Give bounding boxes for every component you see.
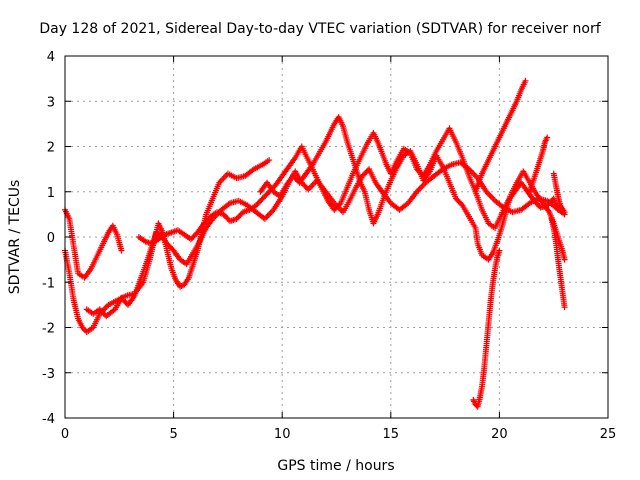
sdtvar-chart: Day 128 of 2021, Sidereal Day-to-day VTE… — [0, 0, 640, 480]
y-axis-label: SDTVAR / TECUs — [7, 180, 23, 295]
x-tick-label: 25 — [600, 427, 617, 442]
x-tick-label: 15 — [383, 427, 400, 442]
x-axis-label: GPS time / hours — [277, 458, 394, 474]
y-tick-label: -4 — [42, 412, 55, 427]
y-tick-label: -2 — [42, 322, 55, 337]
x-tick-label: 20 — [491, 427, 508, 442]
chart-title: Day 128 of 2021, Sidereal Day-to-day VTE… — [39, 21, 601, 37]
x-tick-label: 10 — [274, 427, 291, 442]
chart-background — [0, 0, 640, 480]
y-tick-label: -1 — [42, 276, 55, 291]
x-tick-label: 0 — [61, 427, 69, 442]
y-tick-label: 0 — [47, 231, 55, 246]
y-tick-label: -3 — [42, 367, 55, 382]
y-tick-label: 3 — [47, 95, 55, 110]
x-tick-label: 5 — [169, 427, 177, 442]
y-tick-label: 2 — [47, 141, 55, 156]
y-tick-label: 4 — [47, 50, 55, 65]
y-tick-label: 1 — [47, 186, 55, 201]
